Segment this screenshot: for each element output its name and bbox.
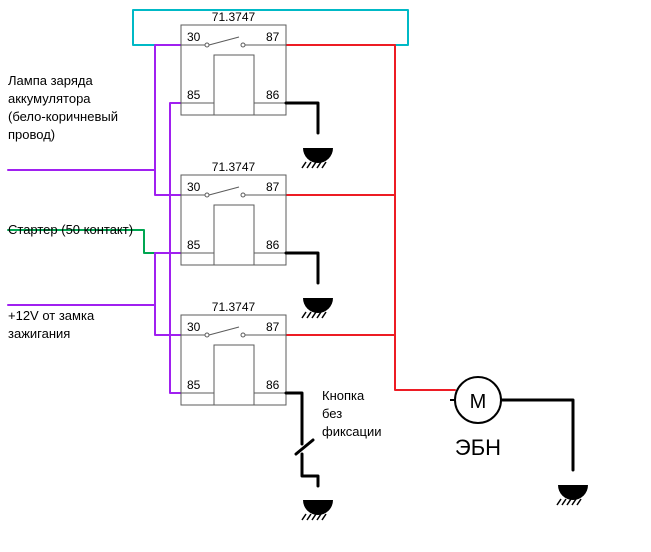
- pin-30: 30: [187, 320, 201, 334]
- relay-part-number: 71.3747: [212, 300, 256, 314]
- pin-85: 85: [187, 238, 201, 252]
- label-button: фиксации: [322, 424, 382, 439]
- ground-symbol: [302, 500, 333, 520]
- wire: [302, 454, 318, 486]
- ebn-label: ЭБН: [455, 435, 501, 460]
- wire: [501, 400, 573, 470]
- pin-86: 86: [266, 88, 280, 102]
- pin-85: 85: [187, 378, 201, 392]
- label-lamp: аккумулятора: [8, 91, 91, 106]
- relay-part-number: 71.3747: [212, 10, 256, 24]
- wire: [286, 103, 318, 133]
- pin-87: 87: [266, 30, 280, 44]
- label-12v: зажигания: [8, 326, 70, 341]
- wire: [155, 170, 181, 195]
- pin-87: 87: [266, 180, 280, 194]
- label-button: без: [322, 406, 342, 421]
- label-lamp: провод): [8, 127, 55, 142]
- wire: [170, 253, 181, 393]
- label-button: Кнопка: [322, 388, 365, 403]
- ground-symbol: [302, 148, 333, 168]
- pin-30: 30: [187, 180, 201, 194]
- wiring-diagram: 71.3747 30 87 85 86 71.3747 30 87 85 86 71.3747 30 8…: [0, 0, 651, 552]
- wire: [8, 45, 181, 170]
- label-lamp: Лампа заряда: [8, 73, 93, 88]
- pin-87: 87: [266, 320, 280, 334]
- pin-86: 86: [266, 238, 280, 252]
- wire: [286, 393, 302, 444]
- wire: [155, 253, 181, 305]
- ground-symbol: [557, 485, 588, 505]
- wire: [286, 253, 318, 283]
- wire: [155, 103, 181, 253]
- relay: 71.3747 30 87 85 86: [181, 10, 286, 115]
- wire: [286, 45, 455, 390]
- pin-85: 85: [187, 88, 201, 102]
- relay: 71.3747 30 87 85 86: [181, 160, 286, 265]
- relay: 71.3747 30 87 85 86: [181, 300, 286, 405]
- wire: [296, 440, 313, 454]
- ground-symbol: [302, 298, 333, 318]
- label-lamp: (бело-коричневый: [8, 109, 118, 124]
- motor-letter: M: [470, 391, 487, 413]
- label-starter: Стартер (50 контакт): [8, 222, 133, 237]
- relay-part-number: 71.3747: [212, 160, 256, 174]
- pin-30: 30: [187, 30, 201, 44]
- pin-86: 86: [266, 378, 280, 392]
- label-12v: +12V от замка: [8, 308, 95, 323]
